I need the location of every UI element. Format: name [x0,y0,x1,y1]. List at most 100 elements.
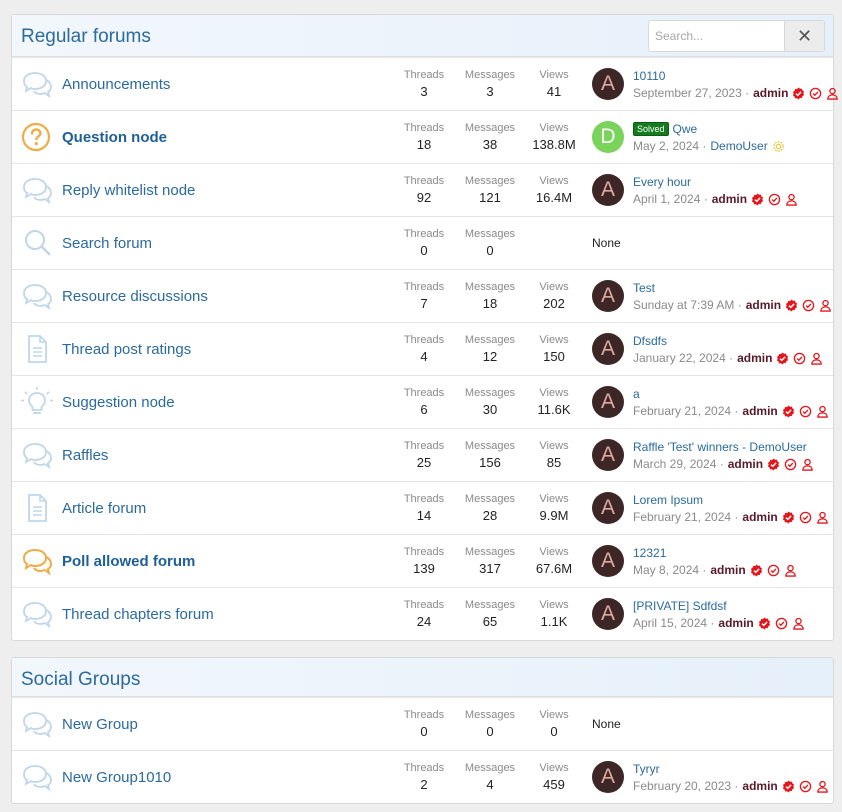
avatar[interactable]: A [592,761,624,793]
last-post-date[interactable]: May 8, 2024 · [633,563,707,577]
messages-stat: Messages 30 [460,387,520,417]
node-title[interactable]: Raffles [62,447,109,464]
node-title[interactable]: Thread chapters forum [62,606,214,623]
last-post-title[interactable]: [PRIVATE] Sdfdsf [633,599,727,613]
views-label: Views [539,493,569,505]
last-post-title[interactable]: Lorem Ipsum [633,493,704,507]
views-stat: Views 459 [524,762,584,792]
avatar[interactable]: A [592,386,624,418]
last-post-user[interactable]: admin [711,192,748,206]
last-post-title[interactable]: 12321 [633,546,667,560]
messages-label: Messages [464,599,516,611]
threads-stat: Threads 0 [396,709,452,739]
last-post-user[interactable]: admin [742,404,778,418]
block-title[interactable]: Regular forums [21,26,151,47]
verified-badge-icon [767,457,780,471]
avatar[interactable]: A [592,68,624,100]
avatar[interactable]: A [592,598,624,630]
node-title[interactable]: Reply whitelist node [62,182,196,199]
threads-stat: Threads 25 [396,440,452,470]
check-circle-icon [775,617,787,629]
last-post-date[interactable]: February 20, 2023 · [633,779,739,793]
node-row-suggestion-node: Suggestion node Threads 6 Messages 30 View… [12,375,833,428]
last-post-title[interactable]: 10110 [633,69,666,83]
last-post-date[interactable]: January 22, 2024 · [633,351,734,365]
check-circle-icon [767,564,779,576]
last-post-user[interactable]: admin [718,616,754,630]
sun-badge-icon [772,140,784,152]
threads-stat: Threads 3 [396,69,452,99]
views-count: 11.6K [537,402,571,417]
avatar[interactable]: A [592,333,624,365]
last-post-title-text[interactable]: Qwe [672,122,698,136]
node-title[interactable]: New Group1010 [62,769,172,786]
node-title[interactable]: Article forum [62,500,147,517]
check-circle-icon [799,780,812,792]
last-post-date[interactable]: Sunday at 7:39 AM · [633,298,742,312]
last-post-date[interactable]: April 1, 2024 · [633,192,708,206]
last-post-user[interactable]: admin [742,510,778,524]
messages-count: 18 [482,296,498,311]
messages-stat: Messages 18 [460,281,520,311]
last-post-user[interactable]: admin [710,563,746,577]
last-post-user[interactable]: admin [753,86,789,100]
node-title[interactable]: Search forum [62,235,153,252]
views-count: 138.8M [532,137,576,152]
last-post-date[interactable]: May 2, 2024 · [633,139,707,153]
avatar[interactable]: A [592,280,624,312]
block-header: Social Groups [12,658,833,697]
messages-label: Messages [464,122,516,134]
last-post-title[interactable]: Tyryr [633,762,660,776]
solved-badge: Solved [633,122,669,136]
threads-label: Threads [403,440,445,452]
user-icon [816,405,828,418]
avatar[interactable]: A [592,545,624,577]
node-title[interactable]: Poll allowed forum [62,553,196,570]
last-post-user[interactable]: admin [737,351,773,365]
messages-count: 12 [482,349,498,364]
node-title[interactable]: Announcements [62,76,171,93]
last-post-date[interactable]: February 21, 2024 · [633,404,739,418]
node-title[interactable]: Resource discussions [62,288,208,305]
last-post-user[interactable]: admin [745,298,782,312]
last-post-date[interactable]: March 29, 2024 · [633,457,724,471]
avatar[interactable]: A [592,439,624,471]
last-post-user[interactable]: admin [742,779,778,793]
avatar[interactable]: D [592,121,624,153]
node-title[interactable]: New Group [62,716,138,733]
node-title[interactable]: Suggestion node [62,394,175,411]
last-post-title[interactable]: a [633,387,640,401]
messages-stat: Messages 121 [460,175,520,205]
close-icon[interactable]: ✕ [784,21,824,51]
user-icon [816,780,828,793]
last-post-date[interactable]: April 15, 2024 · [633,616,715,630]
views-label: Views [539,175,569,187]
verified-badge-icon [782,510,794,524]
last-post-date[interactable]: September 27, 2023 · [633,86,750,100]
last-post-meta: February 21, 2024 · admin [633,510,829,524]
user-icon [784,564,796,577]
last-post-user[interactable]: admin [727,457,764,471]
search-input[interactable] [649,21,784,51]
views-stat: Views 11.6K [524,387,584,417]
threads-count: 92 [416,190,432,205]
node-title[interactable]: Thread post ratings [62,341,192,358]
views-label: Views [539,546,569,558]
last-post-title[interactable]: Raffle 'Test' winners - DemoUser [633,440,807,454]
block-title[interactable]: Social Groups [21,669,141,690]
messages-stat: Messages 317 [460,546,520,576]
avatar[interactable]: A [592,492,624,524]
views-label: Views [539,762,569,774]
last-post-title[interactable]: Test [633,281,656,295]
threads-label: Threads [403,175,445,187]
threads-label: Threads [403,69,445,81]
last-post-title[interactable]: Every hour [633,175,692,189]
user-icon [802,458,813,471]
views-label: Views [539,122,569,134]
verified-badge-icon [786,298,798,312]
last-post-user[interactable]: DemoUser [710,139,768,153]
last-post-title[interactable]: Dfsdfs [633,334,668,348]
node-title[interactable]: Question node [62,129,167,146]
avatar[interactable]: A [592,174,624,206]
last-post-date[interactable]: February 21, 2024 · [633,510,739,524]
